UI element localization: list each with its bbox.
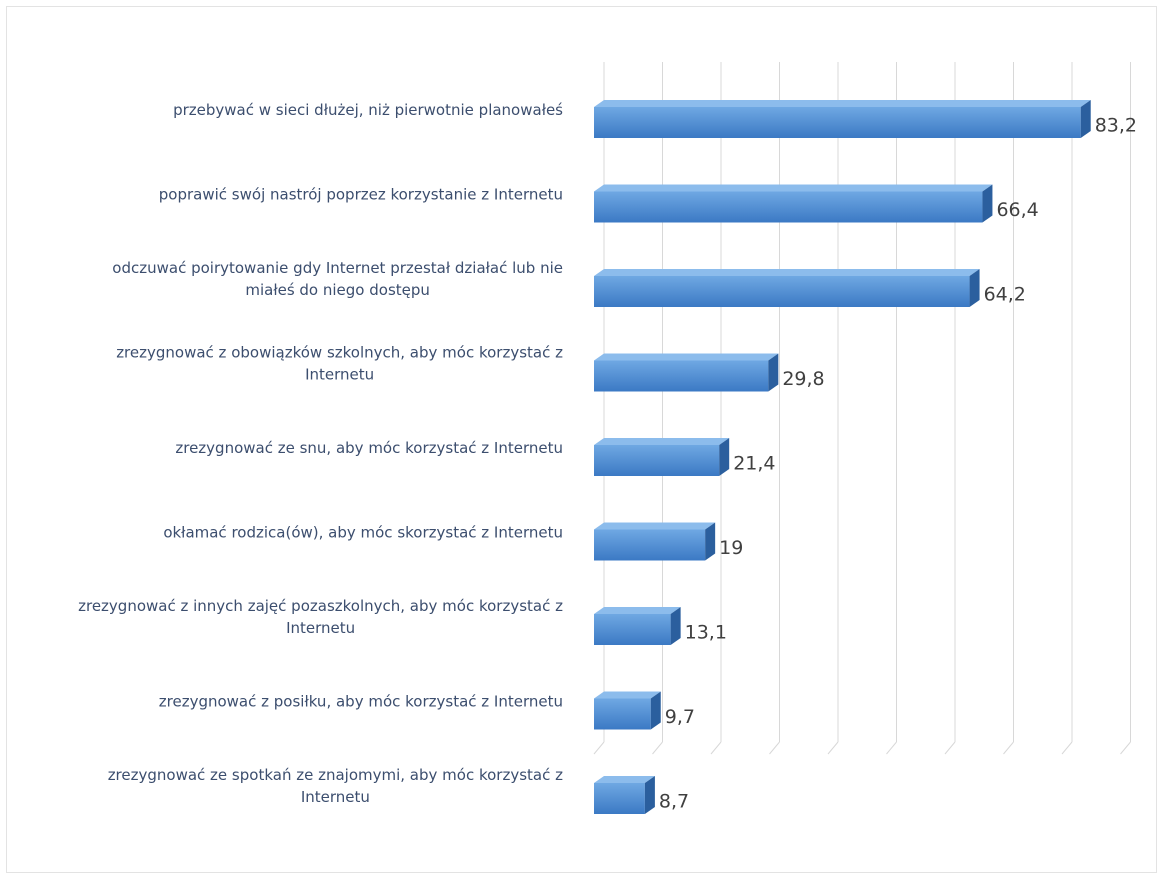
chart-frame: przebywać w sieci dłużej, niż pierwotnie… [6,6,1157,873]
value-label: 19 [719,537,743,559]
bar-side-face [719,438,730,476]
category-label: zrezygnować z obowiązków szkolnych, aby … [116,344,563,362]
value-label: 21,4 [733,453,775,475]
gridline-floor [593,741,605,755]
bar-chart: przebywać w sieci dłużej, niż pierwotnie… [78,62,1137,814]
bar-top-face [594,691,661,699]
bar-front-face [594,614,671,645]
bar [594,353,779,392]
value-label: 66,4 [996,199,1038,221]
category-label: odczuwać poirytowanie gdy Internet przes… [112,259,563,277]
gridline-floor [1120,741,1131,755]
category-label: okłamać rodzica(ów), aby móc skorzystać … [163,524,563,542]
category-labels: przebywać w sieci dłużej, niż pierwotnie… [78,101,563,806]
value-label: 13,1 [685,622,727,644]
bar-front-face [594,529,706,561]
bar-top-face [594,776,655,783]
bar-top-face [594,184,993,192]
value-label: 64,2 [984,284,1026,306]
value-label: 8,7 [659,791,689,813]
gridline-floor [652,741,663,755]
bar-top-face [594,522,716,530]
value-label: 9,7 [665,706,695,728]
bar [594,607,681,645]
bar-side-face [670,607,681,645]
bar-front-face [594,783,645,814]
bar [594,269,980,307]
value-label: 29,8 [782,368,824,390]
bar [594,184,993,223]
bar-top-face [594,607,681,614]
bar [594,438,730,476]
bar [594,776,655,814]
bar [594,691,661,730]
bar-side-face [1080,100,1091,138]
bar [594,522,716,561]
gridline-floor [944,741,956,755]
category-label: zrezygnować z innych zajęć pozaszkolnych… [78,597,563,615]
bar-side-face [969,269,980,307]
gridline-floor [1003,741,1014,755]
bar-top-face [594,438,730,445]
bar-side-face [644,776,655,814]
category-label: miałeś do niego dostępu [245,281,430,299]
category-label: zrezygnować ze snu, aby móc korzystać z … [175,439,563,457]
bar-front-face [594,191,983,223]
bar-front-face [594,276,970,307]
category-label: Internetu [305,366,374,384]
category-label: Internetu [286,619,355,637]
category-label: poprawić swój nastrój poprzez korzystani… [159,186,563,204]
gridline-floor [886,741,897,755]
category-label: zrezygnować z posiłku, aby móc korzystać… [159,693,563,711]
bar-front-face [594,107,1081,138]
bar [594,100,1091,138]
gridlines [593,62,1131,755]
bar-top-face [594,269,980,276]
gridline-floor [769,741,780,755]
category-label: Internetu [301,788,370,806]
bar-top-face [594,100,1091,107]
bar-side-face [982,184,993,223]
category-label: przebywać w sieci dłużej, niż pierwotnie… [173,101,563,119]
bar-side-face [705,522,716,561]
bar-side-face [768,353,779,392]
bar-side-face [650,691,661,730]
category-label: zrezygnować ze spotkań ze znajomymi, aby… [108,766,563,784]
bar-front-face [594,445,720,476]
value-label: 83,2 [1095,115,1137,137]
value-labels: 83,2 66,4 64,2 29,8 21,4 19 13,1 9,7 8,7 [659,115,1137,813]
bar-front-face [594,698,651,730]
bars [594,100,1091,814]
bar-top-face [594,353,779,361]
gridline-floor [710,741,722,755]
bar-front-face [594,360,769,392]
gridline-floor [1061,741,1073,755]
gridline-floor [827,741,839,755]
